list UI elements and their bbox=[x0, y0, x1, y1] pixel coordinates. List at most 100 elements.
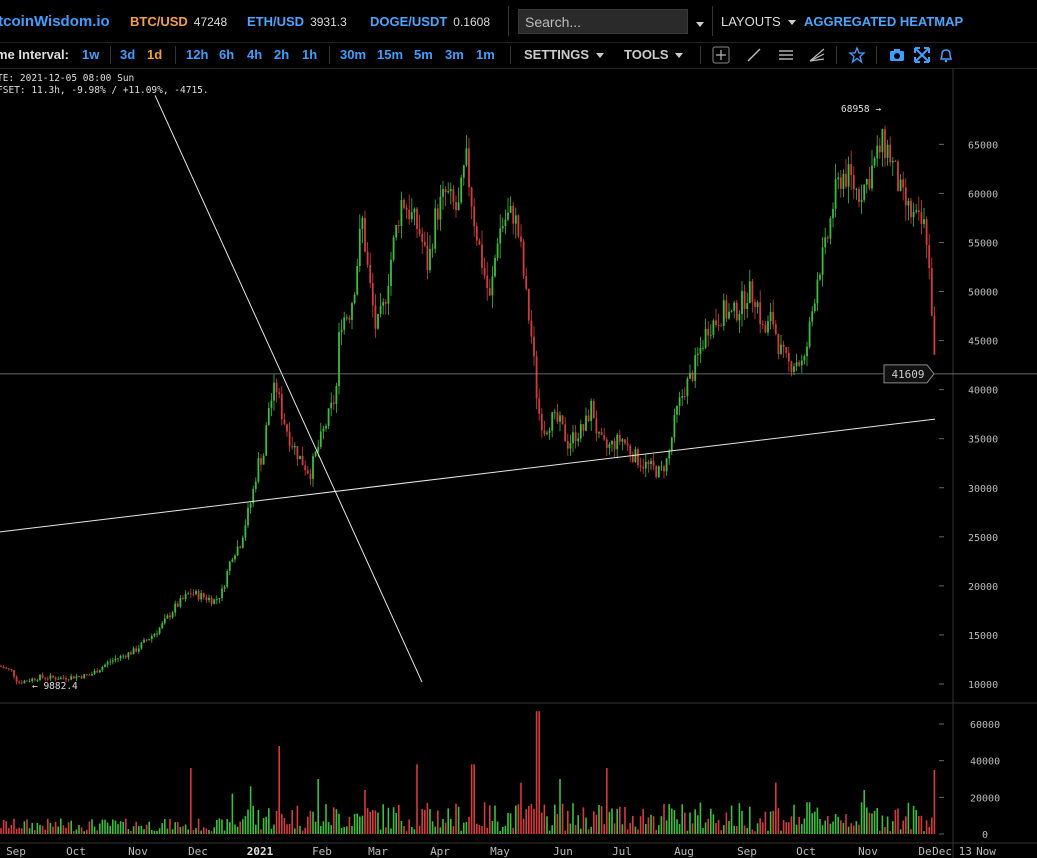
candle bbox=[923, 219, 925, 225]
interval-12h[interactable]: 12h bbox=[186, 47, 209, 62]
candle bbox=[686, 378, 689, 397]
star-icon[interactable] bbox=[848, 46, 866, 64]
candle bbox=[876, 145, 879, 159]
interval-6h[interactable]: 6h bbox=[219, 47, 235, 62]
search-input[interactable] bbox=[518, 9, 688, 34]
crosshair-icon[interactable] bbox=[712, 46, 730, 64]
price-tick-label: 55000 bbox=[968, 238, 998, 249]
candle bbox=[514, 215, 517, 224]
interval-30m[interactable]: 30m bbox=[340, 47, 367, 62]
candle bbox=[135, 648, 138, 652]
search-dropdown-icon[interactable] bbox=[696, 16, 704, 31]
candle bbox=[132, 648, 135, 655]
volume-bar bbox=[803, 818, 806, 834]
interval-1w[interactable]: 1w bbox=[82, 47, 100, 62]
volume-bar bbox=[509, 813, 512, 834]
tools-menu[interactable]: TOOLS bbox=[624, 47, 684, 62]
candle bbox=[702, 347, 704, 349]
camera-icon[interactable] bbox=[888, 46, 906, 64]
interval-1m[interactable]: 1m bbox=[476, 47, 495, 62]
candle bbox=[725, 300, 728, 319]
volume-bar bbox=[468, 816, 470, 834]
interval-1d[interactable]: 1d bbox=[147, 47, 163, 62]
volume-bar bbox=[143, 829, 145, 834]
interval-2h[interactable]: 2h bbox=[274, 47, 290, 62]
bell-icon[interactable] bbox=[937, 46, 955, 64]
trend-line[interactable] bbox=[0, 418, 936, 533]
interval-1h[interactable]: 1h bbox=[302, 47, 318, 62]
ticker-eth[interactable]: ETH/USD 3931.3 bbox=[247, 14, 347, 29]
candle bbox=[694, 355, 697, 381]
candle bbox=[317, 446, 320, 452]
settings-menu[interactable]: SETTINGS bbox=[524, 47, 604, 62]
candle bbox=[444, 189, 447, 193]
interval-4h[interactable]: 4h bbox=[247, 47, 263, 62]
fan-icon[interactable] bbox=[808, 46, 826, 64]
volume-bar bbox=[28, 828, 31, 834]
volume-bar bbox=[164, 819, 166, 834]
ticker-btc[interactable]: BTC/USD 47248 bbox=[130, 14, 227, 29]
volume-bar bbox=[530, 803, 533, 834]
volume-bar bbox=[598, 805, 600, 834]
volume-bar bbox=[296, 805, 299, 834]
volume-bar bbox=[910, 829, 912, 834]
volume-bar bbox=[762, 822, 764, 834]
time-axis-label: Feb bbox=[312, 845, 332, 858]
candle bbox=[260, 458, 262, 465]
candle bbox=[769, 311, 772, 322]
ticker-symbol: DOGE/USDT bbox=[370, 14, 448, 29]
candle bbox=[322, 428, 325, 432]
volume-bar bbox=[816, 807, 819, 834]
trend-line[interactable] bbox=[154, 95, 423, 683]
layouts-button[interactable]: LAYOUTS bbox=[721, 14, 797, 29]
site-logo[interactable]: itcoinWisdom.io bbox=[0, 13, 110, 30]
interval-5m[interactable]: 5m bbox=[414, 47, 433, 62]
candle bbox=[759, 302, 762, 325]
candle bbox=[481, 244, 483, 268]
candle bbox=[473, 206, 476, 227]
trendline-icon[interactable] bbox=[745, 46, 763, 64]
volume-bar bbox=[65, 827, 67, 834]
candle bbox=[540, 413, 543, 431]
candle bbox=[382, 302, 385, 306]
candle bbox=[600, 432, 603, 436]
candle bbox=[894, 160, 897, 162]
candle bbox=[881, 129, 884, 153]
price-chart[interactable]: 10000 15000 20000 25000 30000 35000 40000 45000… bbox=[0, 69, 1037, 858]
ticker-doge[interactable]: DOGE/USDT 0.1608 bbox=[370, 14, 490, 29]
volume-bar bbox=[177, 822, 179, 834]
volume-bar bbox=[247, 809, 249, 834]
volume-bar bbox=[626, 829, 629, 834]
candle bbox=[252, 489, 255, 504]
candle bbox=[798, 362, 801, 366]
volume-bar bbox=[847, 826, 850, 834]
candle bbox=[465, 148, 468, 166]
candle bbox=[553, 412, 556, 414]
candle bbox=[413, 208, 416, 213]
candle bbox=[117, 658, 119, 660]
interval-3d[interactable]: 3d bbox=[120, 47, 136, 62]
fullscreen-icon[interactable] bbox=[913, 46, 931, 64]
candle bbox=[637, 449, 639, 466]
candle bbox=[408, 209, 411, 220]
volume-bar bbox=[889, 831, 891, 834]
volume-bar bbox=[91, 819, 93, 834]
interval-15m[interactable]: 15m bbox=[377, 47, 404, 62]
volume-bar bbox=[244, 816, 247, 834]
candle bbox=[665, 458, 668, 472]
aggregated-heatmap-link[interactable]: AGGREGATED HEATMAP bbox=[804, 14, 964, 29]
volume-bar bbox=[676, 819, 678, 834]
candle bbox=[44, 677, 47, 679]
time-axis-label: Dec bbox=[188, 845, 208, 858]
candle bbox=[884, 129, 886, 158]
interval-3m[interactable]: 3m bbox=[445, 47, 464, 62]
volume-bar bbox=[112, 819, 114, 834]
volume-bar bbox=[153, 830, 156, 834]
volume-bar bbox=[299, 825, 301, 834]
volume-bar bbox=[239, 821, 241, 834]
volume-bar bbox=[187, 829, 189, 834]
candle bbox=[397, 225, 400, 227]
candle bbox=[720, 325, 723, 327]
horizontal-lines-icon[interactable] bbox=[777, 46, 795, 64]
volume-bar bbox=[790, 816, 793, 834]
